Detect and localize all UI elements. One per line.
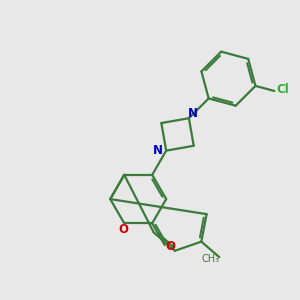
Text: Cl: Cl: [277, 82, 290, 95]
Text: O: O: [118, 223, 128, 236]
Text: N: N: [153, 144, 163, 157]
Text: CH₃: CH₃: [201, 254, 220, 264]
Text: N: N: [188, 107, 198, 120]
Text: O: O: [166, 240, 176, 253]
